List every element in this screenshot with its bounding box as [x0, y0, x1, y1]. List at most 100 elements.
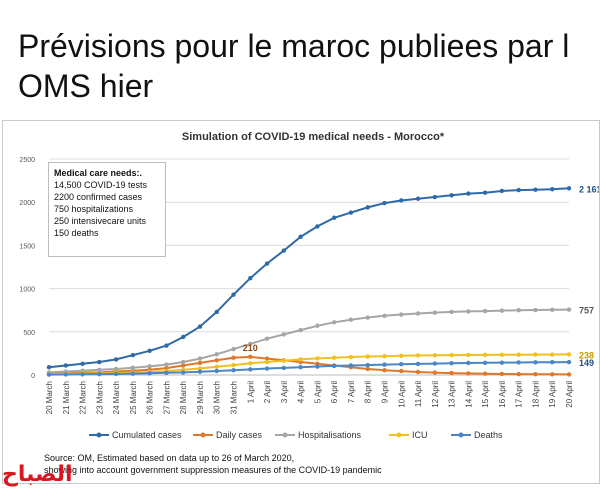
data-point	[516, 371, 521, 377]
data-point	[365, 362, 370, 368]
data-point	[432, 353, 438, 358]
data-point	[130, 371, 136, 376]
data-point	[482, 352, 488, 358]
data-point	[180, 334, 186, 340]
x-tick-label: 18 April	[531, 381, 540, 408]
x-tick-label: 15 April	[481, 381, 490, 408]
x-tick-label: 22 March	[79, 381, 88, 414]
data-point	[248, 354, 253, 360]
x-tick-label: 11 April	[414, 381, 423, 407]
x-tick-label: 12 April	[431, 381, 440, 408]
series-line	[48, 361, 570, 376]
data-point	[432, 194, 438, 200]
data-point	[415, 369, 421, 375]
x-tick-label: 6 April	[330, 381, 339, 403]
data-point	[231, 292, 236, 297]
y-tick-label: 1000	[19, 287, 35, 294]
data-point	[80, 368, 85, 373]
x-tick-label: 2 April	[263, 381, 272, 403]
data-point	[348, 354, 354, 360]
data-point	[482, 371, 488, 376]
x-tick-label: 28 March	[179, 381, 188, 414]
legend-marker	[458, 432, 464, 438]
data-point	[97, 371, 102, 377]
data-point	[348, 210, 354, 215]
medical-needs-line: 14,500 COVID-19 tests	[54, 180, 148, 190]
data-point	[130, 352, 136, 358]
medical-needs-line: 750 hospitalizations	[54, 204, 134, 214]
data-point	[550, 360, 555, 365]
data-point	[382, 368, 387, 373]
data-point	[264, 356, 270, 361]
data-point	[197, 360, 203, 366]
x-tick-label: 13 April	[448, 381, 457, 408]
data-point	[281, 358, 287, 363]
legend-label: Hospitalisations	[298, 430, 362, 440]
data-point	[348, 363, 354, 368]
data-point	[466, 360, 471, 366]
data-point	[281, 365, 287, 371]
data-point	[348, 317, 354, 322]
data-point	[281, 248, 287, 253]
data-point	[197, 366, 203, 371]
y-tick-label: 1500	[19, 243, 35, 250]
data-point	[449, 352, 454, 358]
page-headline: Prévisions pour le maroc publiees par l …	[18, 28, 570, 104]
data-point	[248, 341, 253, 347]
line-chart: Simulation of COVID-19 medical needs - M…	[19, 131, 599, 440]
x-tick-label: 29 March	[196, 381, 205, 414]
data-point	[197, 356, 203, 361]
x-tick-label: 27 March	[162, 381, 171, 414]
data-point	[331, 320, 337, 325]
data-point	[113, 371, 119, 377]
data-point	[164, 343, 169, 348]
data-point	[482, 190, 488, 195]
data-point	[533, 187, 538, 192]
x-tick-label: 20 April	[565, 381, 574, 408]
medical-needs-line: 150 deaths	[54, 228, 99, 238]
data-point	[248, 367, 253, 372]
chart-source: Source: OM, Estimated based on data up t…	[44, 452, 382, 476]
series-line	[48, 308, 570, 374]
data-point	[298, 327, 303, 333]
data-point	[466, 309, 471, 314]
data-point	[533, 307, 538, 313]
data-label: 757	[579, 306, 594, 316]
data-point	[197, 369, 203, 374]
data-label: 2 161	[579, 184, 599, 194]
x-tick-label: 26 March	[146, 381, 155, 414]
x-tick-label: 1 April	[246, 381, 255, 403]
y-tick-label: 0	[31, 373, 35, 380]
data-point	[63, 372, 68, 377]
data-point	[516, 352, 521, 357]
data-point	[147, 364, 152, 369]
data-point	[298, 365, 303, 370]
series-line	[49, 355, 570, 376]
data-point	[63, 363, 68, 368]
y-tick-label: 2500	[19, 157, 35, 164]
x-tick-label: 3 April	[280, 381, 289, 403]
x-tick-label: 25 March	[129, 381, 138, 414]
data-point	[466, 371, 471, 376]
legend-label: ICU	[412, 430, 428, 440]
data-point	[399, 353, 404, 359]
data-point	[566, 186, 572, 191]
data-point	[499, 371, 505, 377]
data-point	[499, 360, 505, 365]
data-point	[231, 362, 236, 368]
data-point	[533, 352, 538, 357]
medical-needs-line: 2200 confirmed cases	[54, 192, 143, 202]
medical-needs-title: Medical care needs:.	[54, 168, 143, 178]
data-point	[180, 359, 186, 365]
data-point	[231, 355, 236, 360]
data-point	[315, 364, 320, 369]
data-point	[315, 323, 320, 328]
data-point	[298, 357, 303, 362]
data-label: 149	[579, 358, 594, 368]
data-point	[97, 367, 102, 373]
data-point	[264, 366, 270, 371]
data-point	[331, 363, 337, 369]
data-point	[180, 370, 186, 375]
data-point	[197, 324, 203, 329]
legend-marker	[200, 432, 206, 438]
